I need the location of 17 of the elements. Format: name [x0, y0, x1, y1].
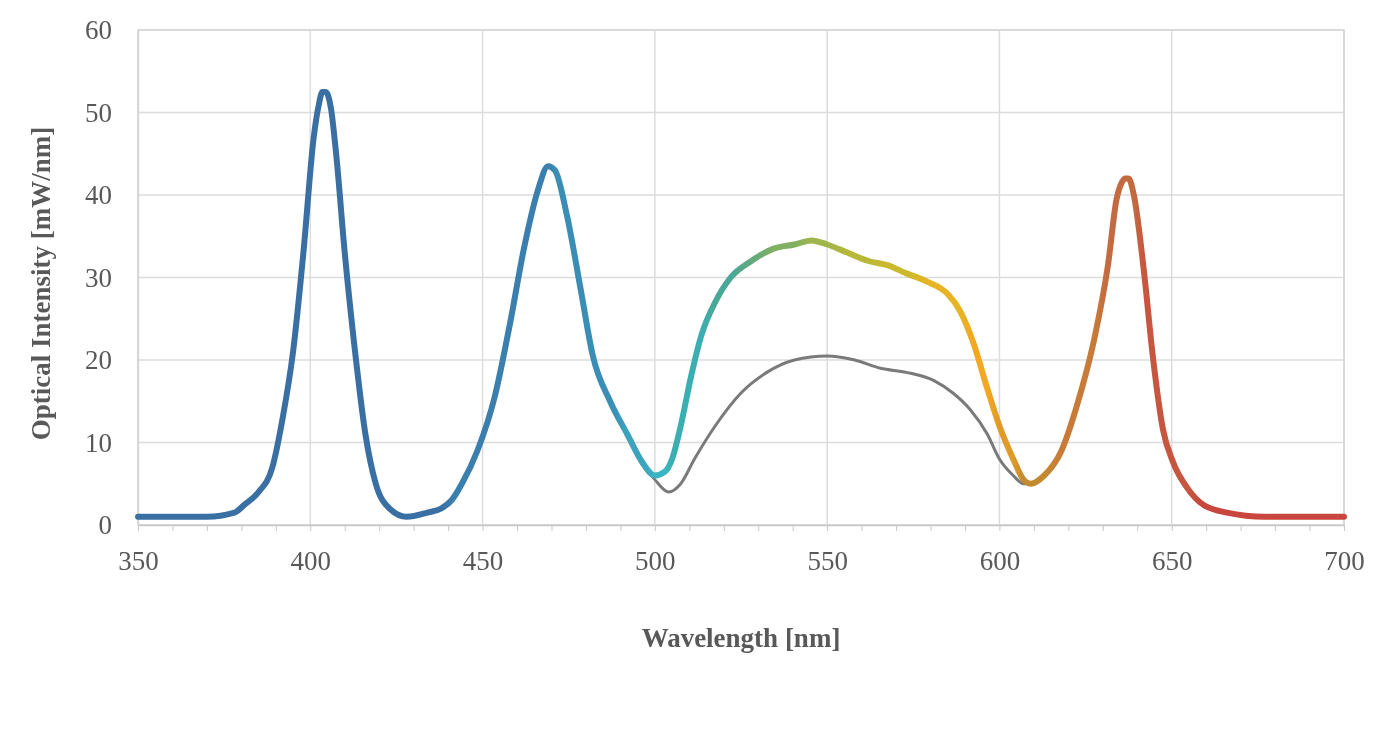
y-tick-label: 20: [85, 345, 112, 376]
y-tick-label: 40: [85, 180, 112, 211]
y-tick-label: 50: [85, 97, 112, 128]
y-tick-label: 0: [98, 510, 112, 541]
y-axis-title: Optical Intensity [mW/nm]: [26, 126, 56, 441]
x-tick-label: 400: [290, 546, 332, 577]
x-tick-label: 700: [1324, 546, 1365, 577]
y-tick-label: 10: [85, 427, 112, 458]
x-tick-label: 350: [118, 546, 159, 577]
x-tick-label: 500: [635, 546, 676, 577]
x-axis-title: Wavelength [nm]: [641, 623, 841, 653]
y-tick-label: 30: [85, 262, 112, 293]
x-tick-label: 550: [807, 546, 848, 577]
x-tick-label: 650: [1151, 546, 1193, 577]
x-tick-label: 450: [462, 546, 504, 577]
x-tick-label: 600: [979, 546, 1021, 577]
y-tick-label: 60: [85, 15, 112, 46]
